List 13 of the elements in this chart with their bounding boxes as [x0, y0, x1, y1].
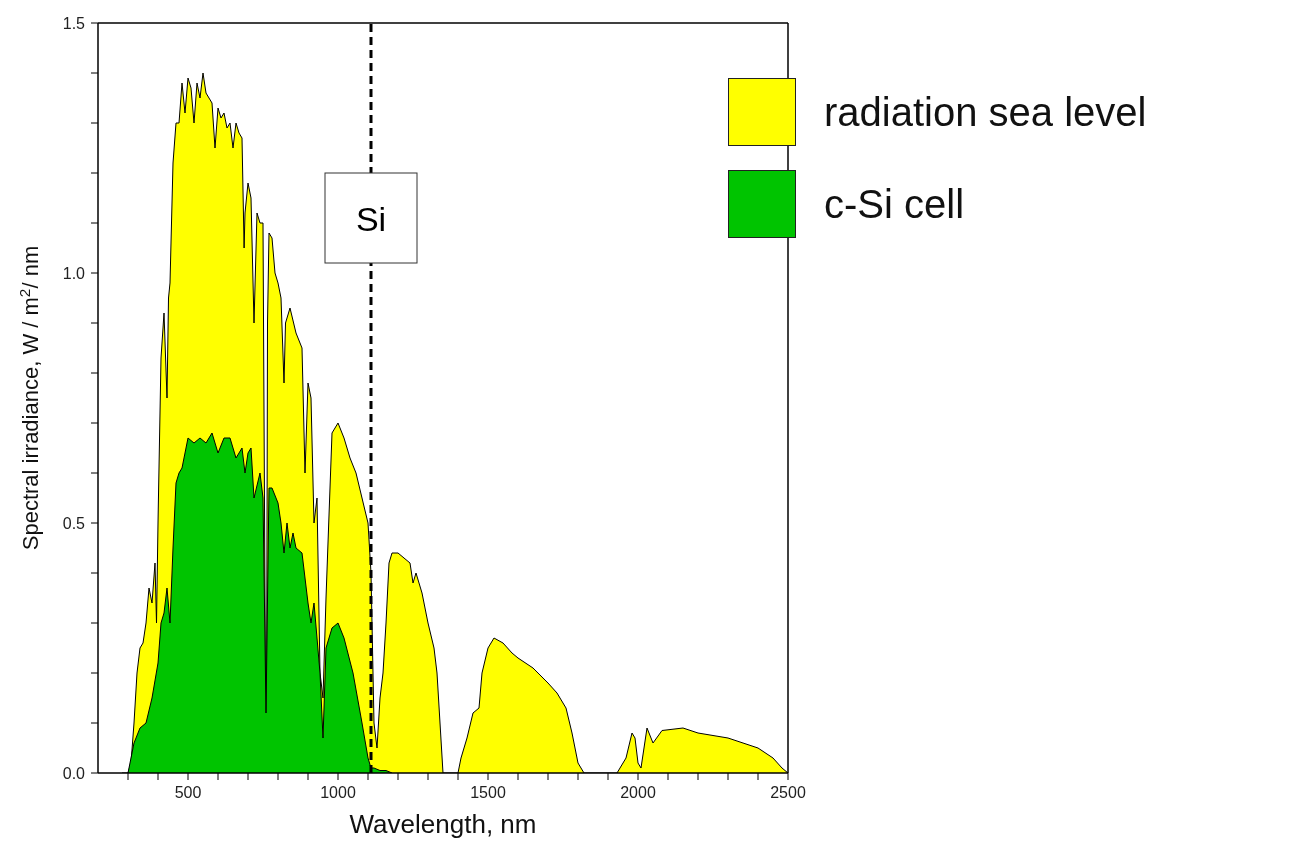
- y-tick-label: 0.5: [62, 515, 86, 532]
- x-tick-label: 500: [174, 784, 202, 801]
- x-axis-title: Wavelength, nm: [349, 809, 537, 839]
- x-tick-label: 1500: [470, 784, 506, 801]
- legend-label: c-Si cell: [824, 181, 965, 227]
- y-tick-label: 1.5: [62, 15, 86, 32]
- y-tick-label: 1.0: [62, 265, 86, 282]
- x-tick-label: 2500: [770, 784, 806, 801]
- x-tick-label: 1000: [320, 784, 356, 801]
- x-tick-label: 2000: [620, 784, 656, 801]
- ref-line-label: Si: [355, 200, 387, 238]
- legend-label: radiation sea level: [824, 89, 1147, 135]
- y-tick-label: 0.0: [62, 765, 86, 782]
